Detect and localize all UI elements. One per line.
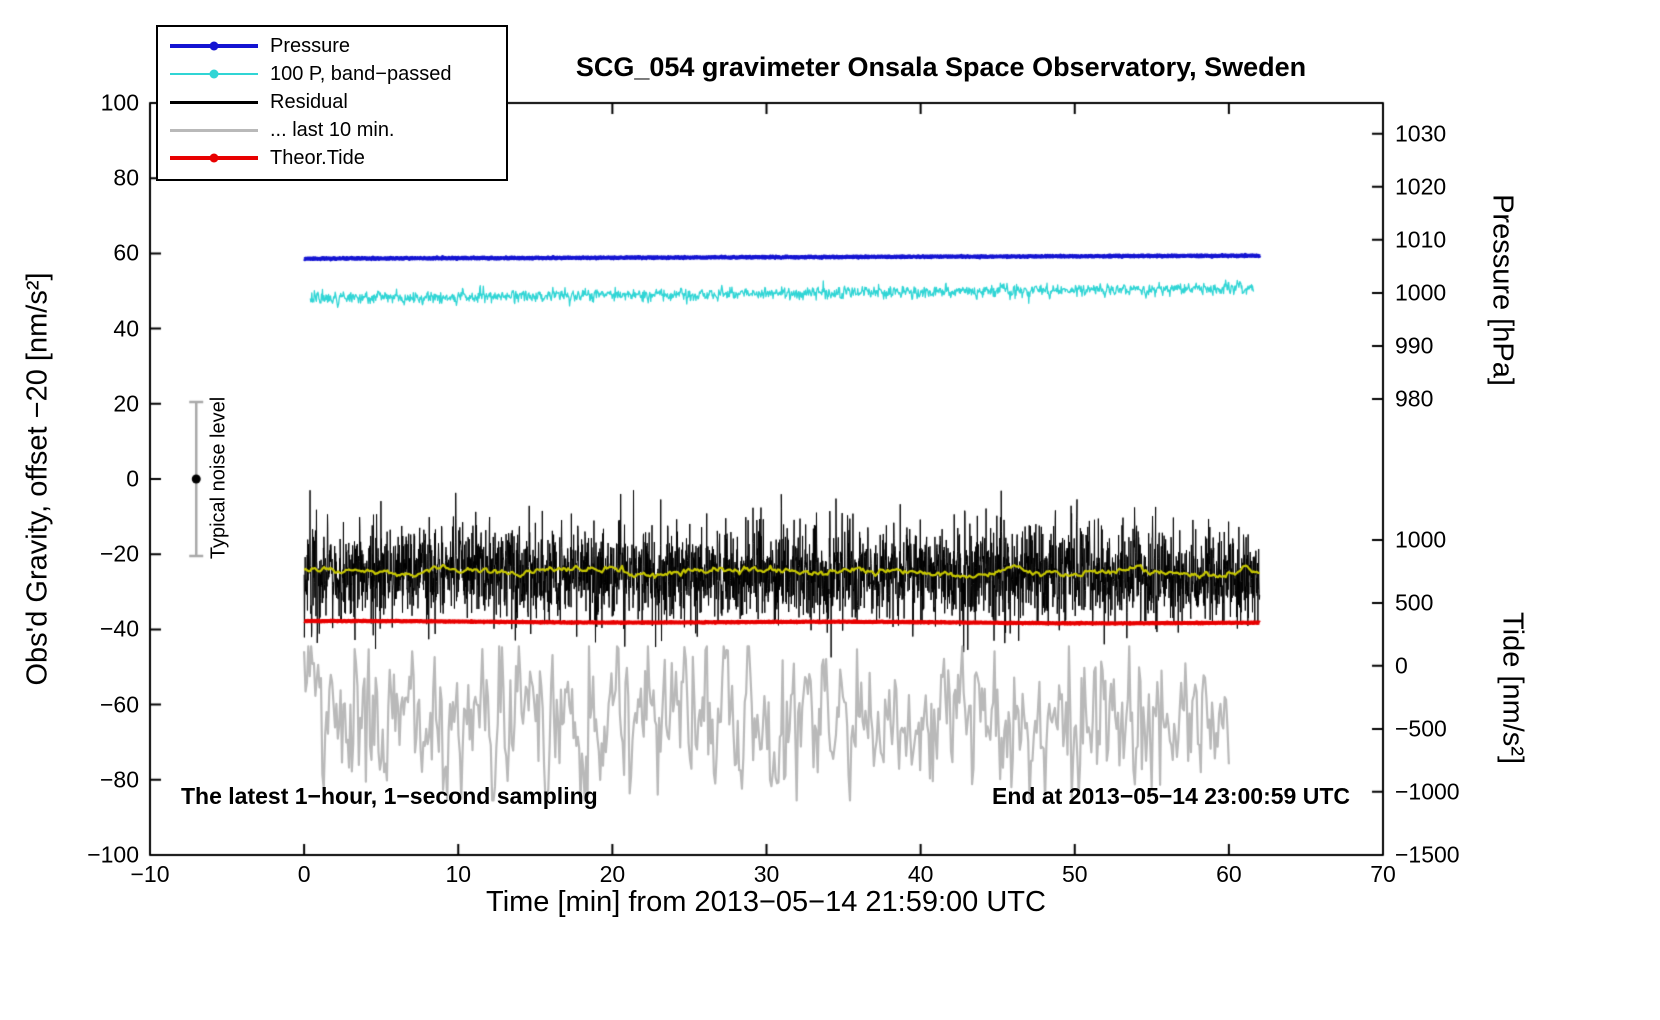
bandpassed-dot-marker bbox=[209, 69, 219, 79]
x-tick-label: 40 bbox=[907, 861, 934, 887]
y-axis-label-tide: Tide [nm/s²] bbox=[1496, 611, 1529, 765]
x-tick-label: 20 bbox=[599, 861, 626, 887]
page-title: SCG_054 gravimeter Onsala Space Observat… bbox=[575, 52, 1307, 82]
y-left-tick-label: −40 bbox=[99, 615, 139, 642]
y-left-tick-label: −60 bbox=[99, 691, 139, 718]
y-left-tick-label: −20 bbox=[99, 540, 139, 567]
y-right-tick-label: 980 bbox=[1395, 385, 1434, 412]
x-tick-label: 30 bbox=[753, 861, 780, 887]
legend-entry-bandpassed: 100 P, band−passed bbox=[158, 60, 506, 88]
y-axis-label-pressure: Pressure [hPa] bbox=[1486, 194, 1519, 386]
y-right-tick-label: 0 bbox=[1395, 652, 1408, 679]
y-left-tick-label: 0 bbox=[126, 465, 139, 492]
x-tick-label: 50 bbox=[1061, 861, 1088, 887]
y-axis-label-left: Obs'd Gravity, offset −20 [nm/s²] bbox=[21, 272, 54, 686]
y-right-tick-label: 500 bbox=[1395, 589, 1434, 616]
sampling-annotation: The latest 1−hour, 1−second sampling bbox=[181, 783, 598, 809]
bandpassed-line-swatch bbox=[170, 69, 258, 79]
y-right-tick-label: 1010 bbox=[1395, 226, 1447, 253]
y-left-tick-label: 100 bbox=[100, 89, 139, 116]
y-left-tick-label: −100 bbox=[87, 841, 139, 868]
x-tick-label: 60 bbox=[1216, 861, 1242, 887]
y-right-tick-label: 990 bbox=[1395, 332, 1434, 359]
residual-line-swatch bbox=[170, 100, 258, 104]
y-right-tick-label: 1000 bbox=[1395, 526, 1447, 553]
theortide-dot-marker bbox=[209, 153, 219, 163]
x-axis-label: Time [min] from 2013−05−14 21:59:00 UTC bbox=[486, 886, 1046, 918]
y-right-tick-label: −500 bbox=[1395, 715, 1447, 742]
y-right-tick-label: 1020 bbox=[1395, 173, 1447, 200]
legend-label: Residual bbox=[270, 90, 348, 113]
y-left-tick-label: −80 bbox=[99, 766, 139, 793]
y-right-tick-label: 1030 bbox=[1395, 120, 1447, 147]
pressure-dot-marker bbox=[209, 41, 219, 51]
legend-label: Pressure bbox=[270, 34, 351, 57]
legend-entry-last10min: ... last 10 min. bbox=[158, 116, 506, 144]
legend: Pressure 100 P, band−passed Residual ...… bbox=[156, 25, 508, 181]
end-time-annotation: End at 2013−05−14 23:00:59 UTC bbox=[992, 783, 1350, 809]
legend-entry-residual: Residual bbox=[158, 88, 506, 116]
legend-label: 100 P, band−passed bbox=[270, 62, 452, 85]
y-right-tick-label: 1000 bbox=[1395, 279, 1447, 306]
x-tick-label: 10 bbox=[445, 861, 472, 887]
legend-entry-pressure: Pressure bbox=[158, 32, 506, 60]
legend-label: Theor.Tide bbox=[270, 146, 365, 169]
last10min-line-swatch bbox=[170, 128, 258, 132]
theortide-line-swatch bbox=[170, 153, 258, 163]
y-left-tick-label: 20 bbox=[113, 390, 139, 417]
y-left-tick-label: 60 bbox=[113, 239, 139, 266]
y-left-tick-label: 40 bbox=[113, 315, 139, 342]
noise-level-label: Typical noise level bbox=[207, 396, 230, 560]
y-right-tick-label: −1000 bbox=[1395, 778, 1460, 805]
x-tick-label: −10 bbox=[130, 861, 170, 887]
y-left-tick-label: 80 bbox=[113, 164, 139, 191]
legend-entry-theortide: Theor.Tide bbox=[158, 144, 506, 172]
y-right-tick-label: −1500 bbox=[1395, 841, 1460, 868]
legend-label: ... last 10 min. bbox=[270, 118, 395, 141]
x-tick-label: 0 bbox=[297, 861, 311, 887]
pressure-line-swatch bbox=[170, 41, 258, 51]
x-tick-label: 70 bbox=[1370, 861, 1396, 887]
